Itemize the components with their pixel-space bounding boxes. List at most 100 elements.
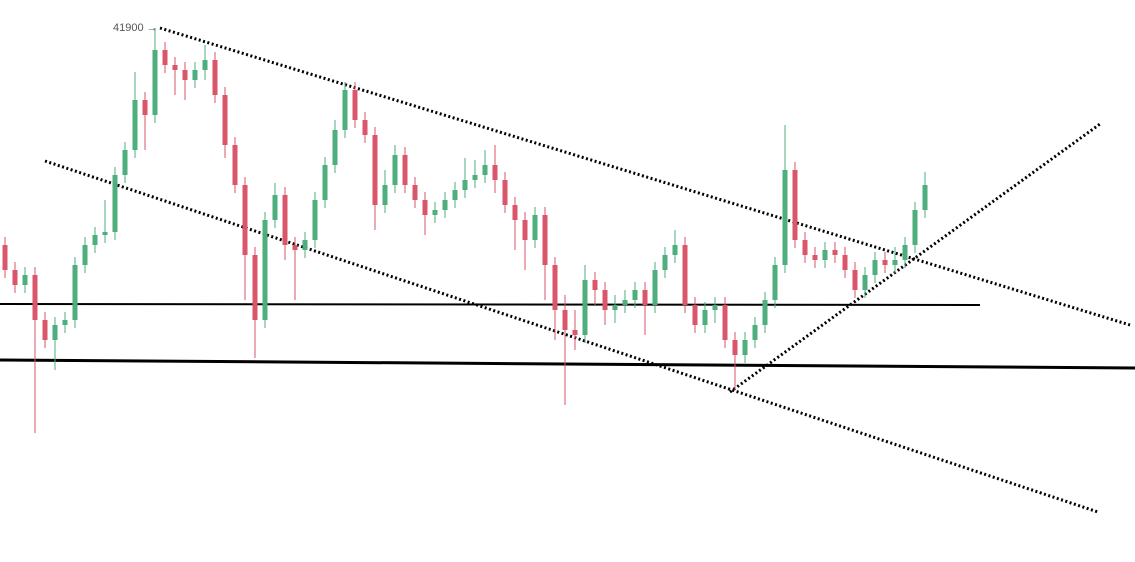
candle-body: [492, 165, 498, 180]
candle-body: [502, 180, 508, 205]
candle-body: [832, 250, 838, 255]
candle-body: [412, 185, 418, 200]
candle-body: [802, 240, 808, 255]
candle-body: [312, 200, 318, 240]
candle-body: [592, 280, 598, 290]
candle-body: [72, 265, 78, 320]
candle-body: [332, 130, 338, 165]
candle-body: [292, 245, 298, 250]
candle-body: [22, 275, 28, 285]
candle-body: [372, 135, 378, 205]
horizontal-line: [0, 303, 981, 306]
candle-body: [212, 60, 218, 95]
high-label: 41900 →: [113, 22, 158, 34]
candle-body: [572, 330, 578, 335]
candle-body: [742, 340, 748, 355]
candle-body: [612, 305, 618, 310]
candle-body: [842, 255, 848, 270]
candle-body: [892, 260, 898, 265]
candle-body: [172, 65, 178, 70]
candle-body: [812, 255, 818, 260]
candle-body: [442, 200, 448, 210]
trendline: [159, 26, 1131, 327]
candle-body: [922, 185, 928, 210]
candle-body: [552, 265, 558, 310]
candle-body: [232, 145, 238, 185]
horizontal-line: [0, 358, 1135, 370]
candle-body: [602, 290, 608, 310]
candle-body: [342, 90, 348, 130]
candle-body: [752, 325, 758, 340]
candle-body: [822, 250, 828, 260]
candle-body: [62, 320, 68, 325]
candle-body: [692, 305, 698, 325]
candle-body: [222, 95, 228, 145]
candle-body: [362, 120, 368, 135]
candle-body: [672, 245, 678, 255]
candle-body: [352, 90, 358, 120]
candle-body: [382, 185, 388, 205]
candle-body: [662, 255, 668, 270]
candle-body: [112, 175, 118, 232]
candle-body: [722, 305, 728, 340]
candle-body: [132, 100, 138, 150]
candle-body: [542, 215, 548, 265]
candle-body: [102, 232, 108, 235]
candle-body: [2, 245, 8, 270]
candle-body: [272, 195, 278, 220]
candle-body: [522, 220, 528, 240]
candle-body: [282, 195, 288, 245]
drawings: [0, 26, 1135, 514]
candle-body: [422, 200, 428, 215]
candle-body: [472, 175, 478, 180]
candle-body: [392, 155, 398, 185]
trendline: [44, 159, 1099, 514]
candle-body: [322, 165, 328, 200]
candle-body: [882, 260, 888, 265]
candle-body: [42, 320, 48, 340]
candle-body: [912, 210, 918, 245]
candle-body: [452, 190, 458, 200]
candle-body: [202, 60, 208, 70]
candle-body: [252, 255, 258, 320]
candle-body: [562, 310, 568, 330]
candle-body: [762, 300, 768, 325]
candle-body: [12, 270, 18, 285]
candle-body: [642, 290, 648, 305]
candle-body: [712, 305, 718, 310]
candle-body: [262, 220, 268, 320]
candle-body: [902, 245, 908, 260]
candle-body: [162, 50, 168, 65]
candle-body: [852, 270, 858, 290]
candle-body: [52, 325, 58, 340]
candle-body: [482, 165, 488, 175]
candle-body: [92, 235, 98, 245]
candle-body: [462, 180, 468, 190]
candle-body: [82, 245, 88, 265]
candle-body: [632, 290, 638, 300]
candle-body: [432, 210, 438, 215]
candle-body: [122, 150, 128, 175]
candle-body: [582, 280, 588, 335]
candle-body: [782, 170, 788, 265]
candle-body: [872, 260, 878, 275]
candle-body: [792, 170, 798, 240]
candle-body: [862, 275, 868, 290]
candle-body: [512, 205, 518, 220]
candle-body: [622, 300, 628, 305]
candle-body: [652, 270, 658, 305]
candle-body: [32, 275, 38, 320]
candle-body: [532, 215, 538, 240]
candle-body: [772, 265, 778, 300]
candle-body: [152, 50, 158, 115]
candle-body: [182, 70, 188, 80]
candle-body: [402, 155, 408, 185]
candle-body: [242, 185, 248, 255]
candle-body: [702, 310, 708, 325]
candle-body: [682, 245, 688, 305]
candle-body: [302, 240, 308, 250]
candle-body: [142, 100, 148, 115]
candle-body: [732, 340, 738, 355]
candle-body: [192, 70, 198, 80]
